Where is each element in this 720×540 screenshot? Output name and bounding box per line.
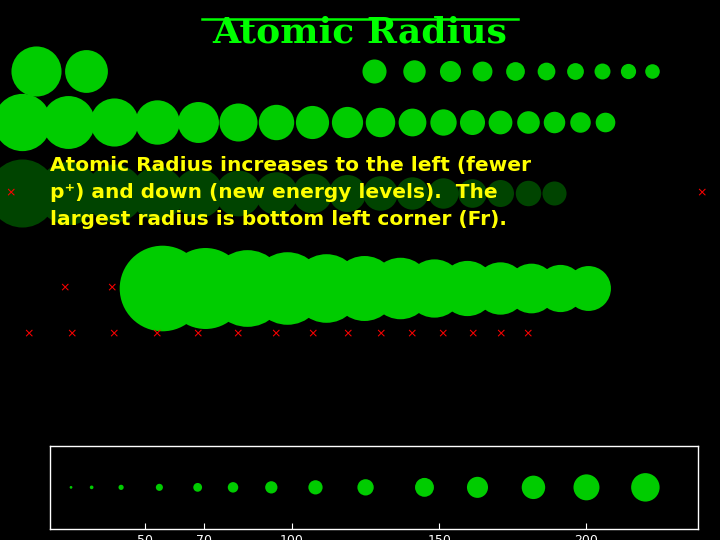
Point [437, 118, 449, 126]
Point [16, 188, 27, 197]
Point [241, 284, 253, 292]
Point [320, 284, 332, 292]
Point [554, 284, 566, 292]
Point [406, 118, 418, 126]
Point [153, 483, 165, 491]
Point [467, 118, 478, 126]
Point [596, 66, 608, 75]
Point [192, 188, 204, 197]
Text: ×: × [407, 328, 417, 341]
Text: ×: × [523, 328, 533, 341]
Point [495, 118, 506, 126]
Point [81, 66, 92, 75]
Text: ×: × [107, 281, 117, 294]
Point [406, 188, 418, 197]
Text: ×: × [271, 328, 281, 341]
Point [307, 188, 318, 197]
Point [232, 188, 243, 197]
Point [151, 188, 163, 197]
Point [358, 284, 369, 292]
Text: ×: × [467, 328, 477, 341]
Point [63, 188, 74, 197]
Point [639, 483, 651, 491]
Point [30, 66, 42, 75]
Point [528, 483, 539, 491]
Point [494, 284, 505, 292]
Point [599, 118, 611, 126]
Point [369, 66, 380, 75]
Point [525, 284, 536, 292]
Point [419, 483, 431, 491]
Text: ×: × [375, 328, 385, 341]
Point [341, 188, 353, 197]
Point [522, 188, 534, 197]
Text: ×: × [152, 328, 162, 341]
Text: ×: × [193, 328, 203, 341]
Point [270, 118, 282, 126]
Point [374, 118, 386, 126]
Point [472, 483, 483, 491]
Point [622, 66, 634, 75]
Point [509, 66, 521, 75]
Point [408, 66, 420, 75]
Text: ×: × [6, 186, 16, 199]
Point [151, 118, 163, 126]
Text: ×: × [60, 281, 70, 294]
Point [522, 118, 534, 126]
Point [108, 118, 120, 126]
Point [307, 118, 318, 126]
Text: ×: × [67, 328, 77, 341]
Point [360, 483, 372, 491]
Point [86, 483, 97, 491]
Point [66, 483, 77, 491]
Point [582, 284, 594, 292]
Point [575, 118, 586, 126]
Point [115, 483, 127, 491]
Point [444, 66, 456, 75]
Text: Atomic Radius: Atomic Radius [212, 16, 508, 50]
Point [282, 284, 293, 292]
Point [341, 118, 353, 126]
Point [437, 188, 449, 197]
Point [495, 188, 506, 197]
Point [428, 284, 440, 292]
Point [549, 188, 560, 197]
Point [199, 284, 211, 292]
Point [394, 284, 405, 292]
Point [228, 483, 239, 491]
Point [156, 284, 168, 292]
Text: Atomic Radius increases to the left (fewer
p⁺) and down (new energy levels).  Th: Atomic Radius increases to the left (few… [50, 156, 531, 230]
Point [192, 483, 204, 491]
Point [374, 188, 386, 197]
Text: ×: × [307, 328, 318, 341]
Text: ×: × [495, 328, 505, 341]
Text: ×: × [697, 186, 707, 199]
Point [63, 118, 74, 126]
Point [232, 118, 243, 126]
Point [310, 483, 321, 491]
Text: ×: × [24, 328, 34, 341]
Text: ×: × [233, 328, 243, 341]
Point [569, 66, 580, 75]
Point [192, 118, 204, 126]
Point [581, 483, 593, 491]
Text: ×: × [342, 328, 352, 341]
Text: ×: × [109, 328, 119, 341]
Point [462, 284, 473, 292]
Point [647, 66, 658, 75]
Text: ×: × [438, 328, 448, 341]
Point [270, 188, 282, 197]
Point [266, 483, 277, 491]
Point [549, 118, 560, 126]
Point [540, 66, 552, 75]
Point [467, 188, 478, 197]
Point [108, 188, 120, 197]
Point [16, 118, 27, 126]
Point [477, 66, 488, 75]
